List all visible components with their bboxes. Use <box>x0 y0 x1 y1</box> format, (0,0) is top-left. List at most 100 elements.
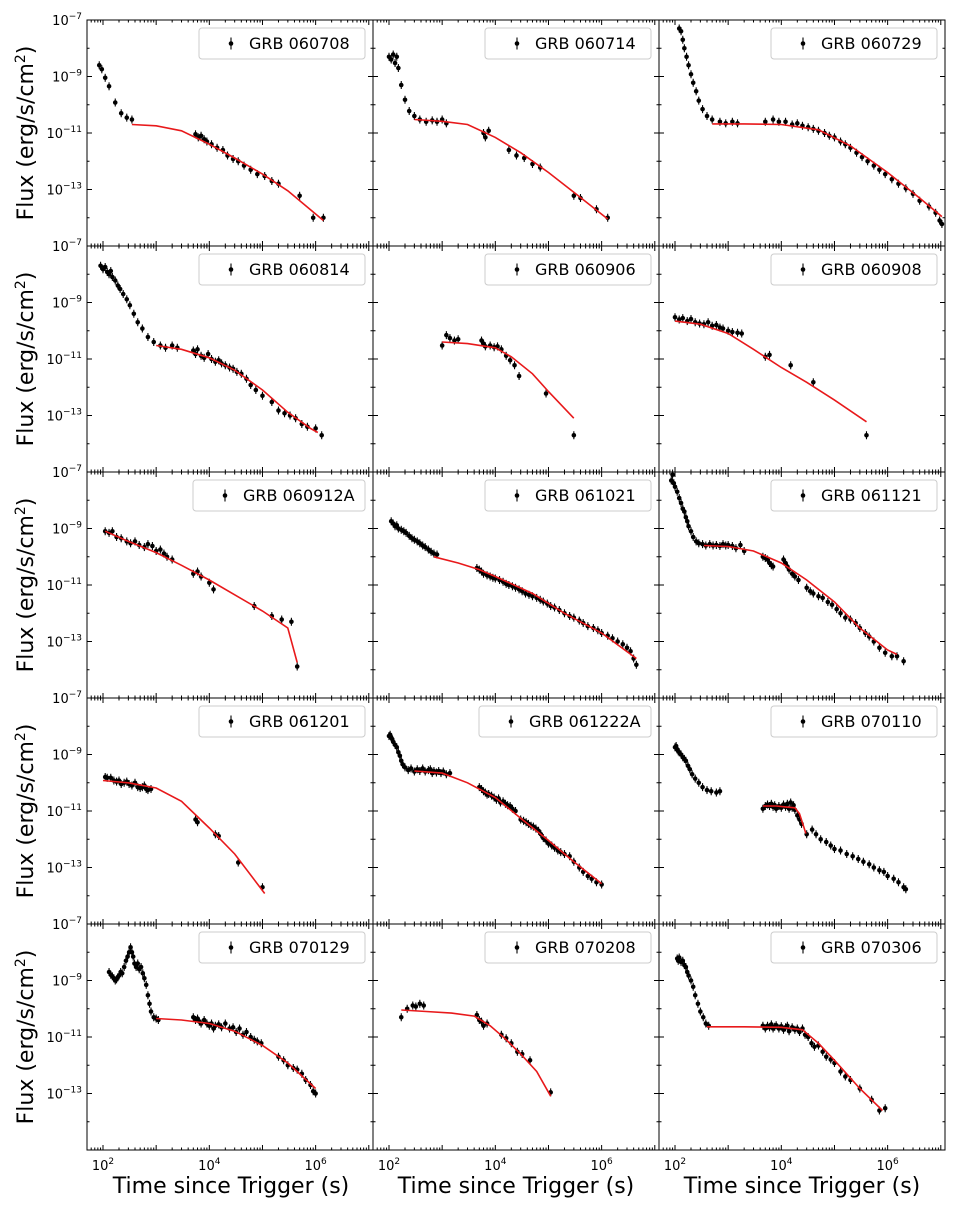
data-point <box>823 1054 829 1060</box>
data-point <box>809 1040 814 1046</box>
legend-box <box>484 253 652 286</box>
data-point <box>823 839 829 845</box>
data-point <box>140 326 145 331</box>
data-point <box>696 780 702 786</box>
data-point <box>717 119 723 125</box>
data-point <box>776 119 782 125</box>
panel-grb-061201: GRB 061201 <box>86 697 374 925</box>
data-point <box>680 37 686 43</box>
data-point <box>850 853 855 859</box>
data-point <box>169 343 175 348</box>
y-tick-label: 10−11 <box>46 577 82 594</box>
data-point <box>770 117 776 122</box>
data-point <box>865 158 870 164</box>
fit-line <box>414 118 609 220</box>
x-axis-title-col3: Time since Trigger (s) <box>683 1174 920 1199</box>
panels-grid: GRB 060708 GRB 060714 GRB 060729 GRB 060814… <box>86 19 946 1151</box>
fit-line <box>131 123 324 222</box>
data-point <box>398 1014 404 1020</box>
data-point <box>698 1009 703 1014</box>
data-point <box>110 528 115 534</box>
data-point <box>788 800 793 805</box>
data-point <box>223 1021 228 1026</box>
data-point <box>781 557 786 562</box>
legend-label: GRB 070129 <box>249 938 350 957</box>
fit-line <box>707 1026 884 1112</box>
data-point <box>788 362 793 368</box>
data-point <box>195 819 200 825</box>
data-point <box>769 1022 774 1027</box>
y-tick-label: 10−11 <box>46 1029 82 1046</box>
data-point <box>98 263 103 269</box>
data-point <box>838 610 843 616</box>
data-point <box>896 879 901 885</box>
x-tick-labels: 102 104 106 102 104 106 102 104 106 <box>92 1157 899 1174</box>
data-point <box>447 770 453 776</box>
fit-line <box>102 779 266 894</box>
data-point <box>855 856 861 862</box>
fit-line <box>674 320 867 423</box>
data-point <box>585 873 591 879</box>
legend-marker <box>222 493 228 498</box>
data-point <box>674 489 680 495</box>
data-point <box>686 62 691 68</box>
data-point <box>398 82 404 88</box>
legend-box <box>770 705 938 738</box>
data-point <box>142 975 147 981</box>
legend: GRB 070306 <box>770 931 938 964</box>
data-point <box>282 410 287 416</box>
data-point <box>871 163 877 168</box>
data-point <box>767 352 772 358</box>
fit-line <box>401 1009 552 1097</box>
data-point <box>392 60 398 66</box>
data-point <box>117 286 123 292</box>
data-point <box>207 580 212 586</box>
data-point <box>695 1001 701 1007</box>
x-tick-label: 102 <box>92 1157 114 1174</box>
panel-grb-060912a: GRB 060912A <box>86 471 374 699</box>
x-axis-title-col1: Time since Trigger (s) <box>112 1174 349 1199</box>
data-point <box>725 328 731 334</box>
legend-label: GRB 060912A <box>243 486 355 505</box>
legend: GRB 060912A <box>192 479 366 512</box>
legend: GRB 061222A <box>478 705 652 738</box>
data-point <box>132 961 137 966</box>
legend-box <box>198 931 366 964</box>
data-point <box>682 509 687 514</box>
data-point <box>412 113 417 119</box>
fit-line <box>104 530 298 663</box>
panel-grb-060708: GRB 060708 <box>86 19 374 247</box>
data-point <box>147 1001 152 1007</box>
data-point <box>129 117 135 122</box>
y-tick-label: 10−11 <box>46 125 82 142</box>
data-point <box>670 472 675 478</box>
legend-box <box>198 705 366 738</box>
y-tick-label: 10−13 <box>46 1086 82 1103</box>
data-point <box>676 495 682 501</box>
y-axis-title: Flux (erg/s/cm2) <box>13 46 39 221</box>
data-point <box>882 171 888 177</box>
y-tick-label: 10−9 <box>52 521 82 538</box>
data-point <box>319 432 324 438</box>
data-point <box>844 851 850 857</box>
data-point <box>571 432 577 438</box>
panel-grb-061121: GRB 061121 <box>658 471 946 699</box>
data-point <box>693 88 699 94</box>
y-axis-title: Flux (erg/s/cm2) <box>13 498 39 673</box>
data-point <box>685 763 691 769</box>
data-point <box>891 876 896 882</box>
data-points <box>674 953 888 1115</box>
data-point <box>526 592 532 598</box>
data-points <box>102 527 300 671</box>
y-tick-label: 10−9 <box>52 747 82 764</box>
data-point <box>730 329 735 335</box>
data-point <box>735 330 740 336</box>
data-point <box>689 771 695 777</box>
data-point <box>672 314 678 320</box>
data-point <box>403 530 409 536</box>
data-point <box>417 1001 423 1007</box>
data-point <box>683 758 689 764</box>
panel-grb-070208: GRB 070208 <box>372 923 660 1151</box>
data-point <box>514 153 519 158</box>
data-points <box>386 50 610 222</box>
